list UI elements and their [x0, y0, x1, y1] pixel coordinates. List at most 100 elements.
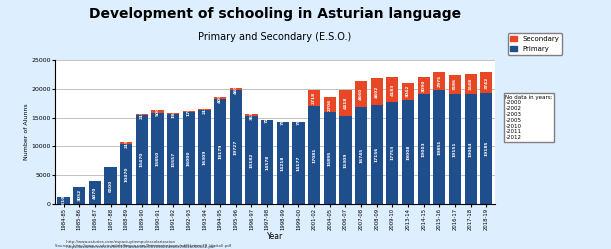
Text: 3286: 3286 — [453, 78, 457, 90]
Bar — [386, 77, 398, 102]
Bar — [136, 115, 148, 204]
Text: 460: 460 — [234, 84, 238, 94]
Text: 3090: 3090 — [422, 79, 426, 92]
Text: 215: 215 — [124, 138, 128, 148]
Text: 170: 170 — [187, 107, 191, 116]
Text: 3042: 3042 — [406, 85, 410, 98]
Text: 17753: 17753 — [390, 145, 394, 160]
Bar — [89, 181, 101, 204]
Bar — [464, 94, 477, 204]
Bar — [167, 114, 179, 204]
Bar — [120, 142, 133, 144]
Text: 19003: 19003 — [422, 141, 426, 157]
Text: 19185: 19185 — [485, 141, 488, 156]
Text: 361: 361 — [249, 111, 254, 120]
Bar — [104, 167, 117, 204]
Text: 19064: 19064 — [469, 141, 473, 157]
Bar — [214, 99, 226, 204]
Text: Sources: http://www.academiadelallingua.com/lletresasturianes/pdf/Lletres 78 (di: Sources: http://www.academiadelallingua.… — [55, 244, 231, 248]
Bar — [152, 113, 164, 204]
Text: 14218: 14218 — [281, 155, 285, 171]
Y-axis label: Number of Alunns: Number of Alunns — [24, 104, 29, 160]
Bar — [308, 106, 320, 204]
Bar — [246, 117, 258, 204]
X-axis label: Year: Year — [267, 232, 283, 241]
Text: No data in years:
-2000
-2002
-2003
-2005
-2010
-2011
-2012: No data in years: -2000 -2002 -2003 -200… — [505, 95, 553, 140]
Text: 15309: 15309 — [343, 152, 348, 168]
Text: 4660: 4660 — [359, 88, 363, 100]
Bar — [324, 97, 336, 112]
Text: 400: 400 — [218, 93, 222, 103]
Text: 17081: 17081 — [312, 147, 316, 163]
Bar — [261, 120, 273, 204]
Text: 215: 215 — [140, 110, 144, 119]
Bar — [464, 73, 477, 94]
Text: 73: 73 — [296, 119, 301, 125]
Bar — [183, 111, 195, 112]
Text: 2975: 2975 — [437, 75, 441, 87]
Text: http://www.asturies.com/espaciuytiempu/escolarizacion
         https://asturias.: http://www.asturies.com/espaciuytiempu/e… — [55, 240, 214, 249]
Bar — [199, 109, 211, 110]
Text: 3052: 3052 — [77, 189, 81, 201]
Bar — [57, 197, 70, 204]
Bar — [308, 90, 320, 106]
Text: 2718: 2718 — [312, 92, 316, 104]
Bar — [277, 122, 289, 204]
Text: 3742: 3742 — [485, 76, 488, 89]
Text: 19851: 19851 — [437, 139, 441, 155]
Text: Primary and Secondary (E.S.O.): Primary and Secondary (E.S.O.) — [199, 32, 351, 42]
Bar — [417, 76, 430, 94]
Bar — [402, 100, 414, 204]
Bar — [449, 94, 461, 204]
Text: 16000: 16000 — [187, 150, 191, 166]
Text: 4183: 4183 — [390, 83, 394, 96]
Bar — [136, 114, 148, 115]
Text: 184: 184 — [171, 109, 175, 119]
Bar — [402, 83, 414, 100]
Bar — [371, 105, 383, 204]
Text: 17156: 17156 — [375, 147, 379, 162]
Text: 19727: 19727 — [234, 140, 238, 155]
Bar — [73, 187, 86, 204]
Bar — [292, 122, 304, 204]
Bar — [339, 90, 351, 116]
Text: 4070: 4070 — [93, 186, 97, 199]
Text: 2706: 2706 — [327, 98, 332, 111]
Bar — [167, 113, 179, 114]
Bar — [355, 108, 367, 204]
Bar — [355, 80, 367, 108]
Bar — [120, 144, 133, 204]
Text: 15470: 15470 — [140, 152, 144, 167]
Text: 10470: 10470 — [124, 166, 128, 182]
Text: 4602: 4602 — [375, 86, 379, 98]
Text: 500: 500 — [156, 107, 159, 116]
Bar — [324, 112, 336, 204]
Bar — [183, 112, 195, 204]
Bar — [152, 110, 164, 113]
Text: 15895: 15895 — [327, 151, 332, 166]
Bar — [433, 89, 445, 204]
Bar — [199, 110, 211, 204]
Text: 18008: 18008 — [406, 144, 410, 160]
Text: 73: 73 — [281, 119, 285, 125]
Bar — [386, 102, 398, 204]
Bar — [339, 116, 351, 204]
Bar — [230, 88, 242, 90]
Bar — [433, 72, 445, 89]
Text: 212: 212 — [202, 105, 207, 114]
Text: 15850: 15850 — [156, 151, 159, 166]
Text: 14177: 14177 — [296, 156, 301, 171]
Text: Development of schooling in Asturian language: Development of schooling in Asturian lan… — [89, 7, 461, 21]
Bar — [371, 78, 383, 105]
Text: 16745: 16745 — [359, 148, 363, 163]
Text: 16309: 16309 — [202, 149, 207, 165]
Text: 72: 72 — [265, 117, 269, 123]
Bar — [449, 74, 461, 94]
Bar — [230, 90, 242, 204]
Text: 15557: 15557 — [171, 152, 175, 167]
Bar — [480, 93, 492, 204]
Text: 4418: 4418 — [343, 97, 348, 109]
Bar — [480, 72, 492, 93]
Bar — [246, 114, 258, 117]
Text: 19151: 19151 — [453, 141, 457, 157]
